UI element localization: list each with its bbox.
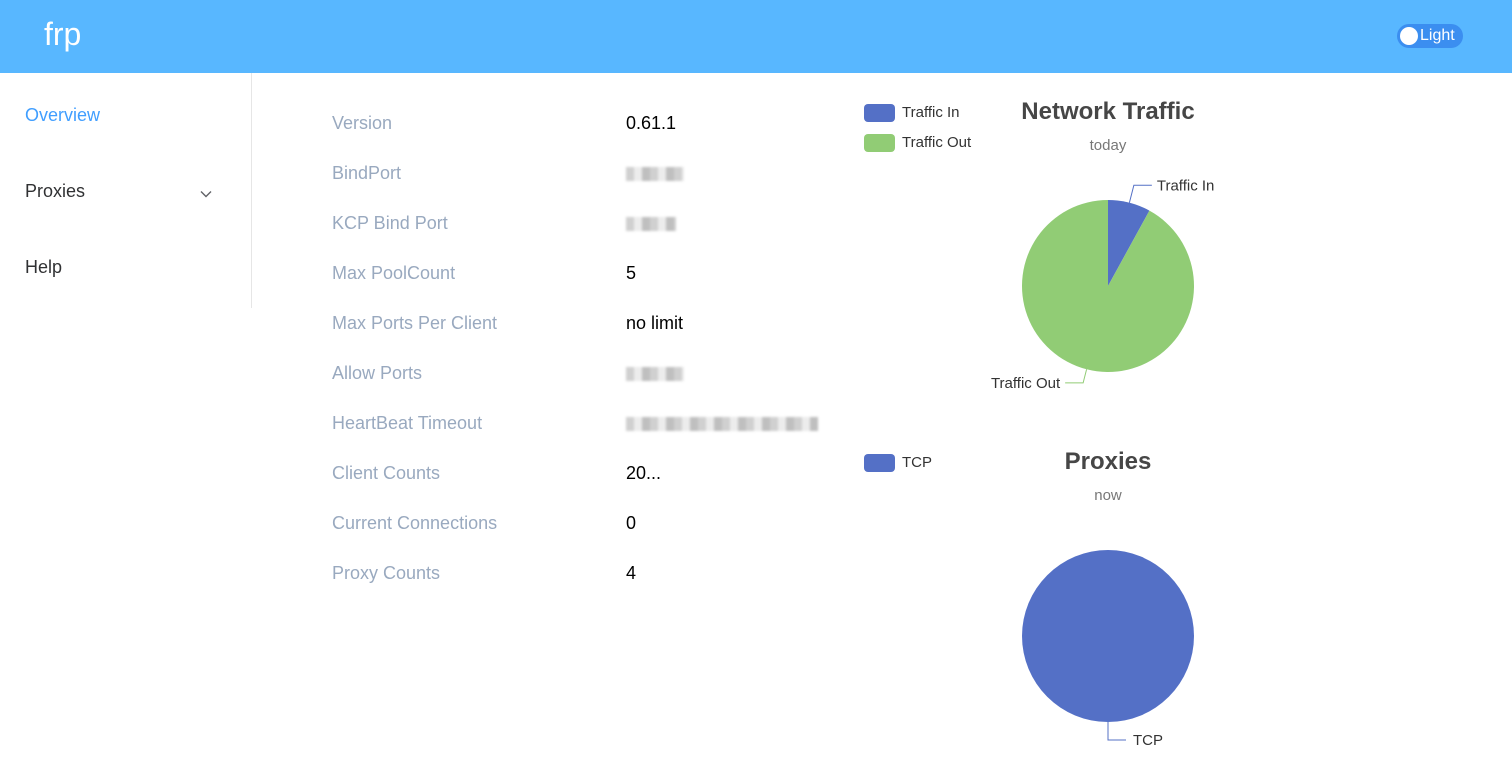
legend-text-traffic-out: Traffic Out: [902, 134, 972, 151]
bindport-label: BindPort: [332, 163, 402, 183]
kcp-bind-port-value-redacted: [626, 212, 676, 234]
pie-slice-tcp[interactable]: [1022, 550, 1194, 722]
app-logo[interactable]: frp: [44, 16, 82, 52]
max-poolcount-value: 5: [626, 263, 637, 283]
current-connections-value: 0: [626, 513, 637, 533]
legend-text-traffic-in: Traffic In: [902, 104, 960, 121]
client-counts-value: 20...: [626, 463, 662, 483]
pie-slice-traffic-in[interactable]: [1108, 200, 1150, 286]
bindport-value-redacted: [626, 162, 684, 184]
allow-ports-label: Allow Ports: [332, 363, 423, 383]
allow-ports-value-redacted: [626, 362, 684, 384]
legend-swatch-tcp: [864, 454, 895, 472]
leader-line-tcp: [1107, 722, 1126, 741]
toggle-knob: [1400, 27, 1418, 45]
kcp-bind-port-label: KCP Bind Port: [332, 213, 448, 233]
proxy-counts-value: 4: [626, 563, 637, 583]
chevron-down-icon[interactable]: [199, 187, 213, 201]
max-ports-per-client-value: no limit: [626, 313, 684, 333]
leader-line-traffic-in: [1128, 184, 1152, 203]
max-poolcount-label: Max PoolCount: [332, 263, 456, 283]
heartbeat-timeout-label: HeartBeat Timeout: [332, 413, 483, 433]
legend-text-tcp: TCP: [902, 454, 932, 471]
sidebar-item-overview[interactable]: Overview: [25, 105, 101, 125]
pie-label-tcp: TCP: [1133, 732, 1163, 749]
top-header: frp Light: [0, 0, 1512, 73]
legend-swatch-traffic-in: [864, 104, 895, 122]
theme-toggle-label: Light: [1420, 27, 1455, 44]
legend-swatch-traffic-out: [864, 134, 895, 152]
version-value: 0.61.1: [626, 113, 677, 133]
proxy-counts-label: Proxy Counts: [332, 563, 441, 583]
pie-label-traffic-out: Traffic Out: [991, 375, 1061, 392]
sidebar-item-help[interactable]: Help: [25, 257, 63, 277]
client-counts-label: Client Counts: [332, 463, 441, 483]
network-traffic-title: Network Traffic: [1021, 98, 1195, 125]
sidebar-item-proxies[interactable]: Proxies: [25, 181, 86, 201]
proxies-chart-title: Proxies: [1064, 448, 1152, 475]
version-label: Version: [332, 113, 393, 133]
pie-label-traffic-in: Traffic In: [1157, 177, 1215, 194]
max-ports-per-client-label: Max Ports Per Client: [332, 313, 498, 333]
proxies-chart-subtitle: now: [1094, 487, 1122, 504]
proxies-pie: TCP: [1022, 550, 1194, 749]
traffic-pie: Traffic In Traffic Out: [991, 177, 1214, 392]
sidebar-nav: Overview Proxies Help: [0, 73, 252, 308]
pie-slice-traffic-out[interactable]: [1021, 200, 1194, 372]
network-traffic-subtitle: today: [1089, 137, 1127, 154]
leader-line-traffic-out: [1065, 369, 1088, 384]
heartbeat-timeout-value-redacted: [626, 412, 818, 434]
theme-toggle[interactable]: Light: [1397, 24, 1463, 48]
current-connections-label: Current Connections: [332, 513, 498, 533]
